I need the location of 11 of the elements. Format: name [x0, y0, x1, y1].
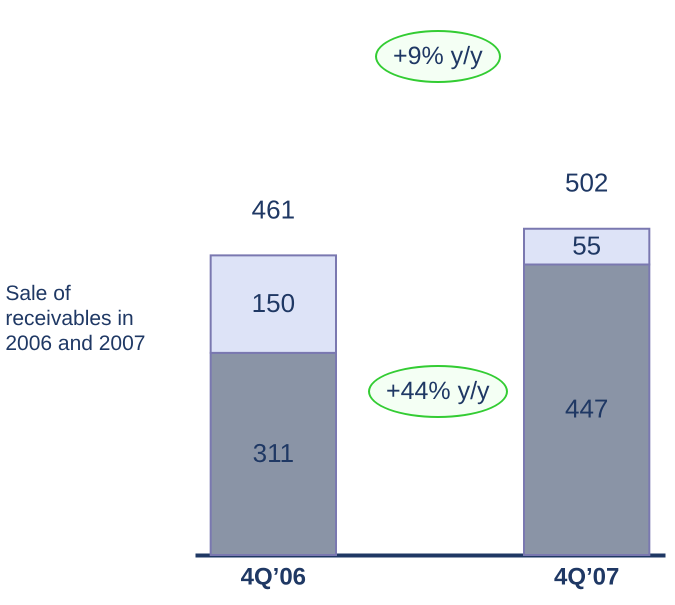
data-label: 150 [252, 288, 296, 318]
data-label: 55 [572, 230, 602, 261]
total-label: 461 [252, 194, 296, 224]
text: Sale of receivables in 2006 and 2007 [5, 282, 146, 356]
data-label: 311 [252, 438, 294, 468]
data-label: 447 [564, 394, 608, 424]
x-tick-label: 4Q’07 [554, 564, 620, 590]
text: +9% y/y [375, 30, 501, 83]
annotation: +44% y/y [368, 365, 508, 418]
total-label: 502 [564, 168, 608, 198]
x-tick-label: 4Q’06 [240, 564, 306, 590]
